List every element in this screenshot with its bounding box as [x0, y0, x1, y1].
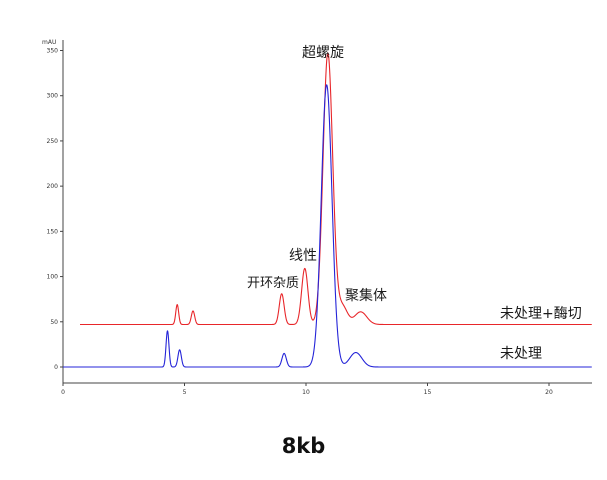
chart-traces [62, 52, 593, 368]
chromatogram-chart: mAU 0 50 100 150 200 250 300 350 0 5 10 15 20 超螺旋 线… [42, 39, 593, 396]
annotation-supercoiled: 超螺旋 [302, 45, 344, 61]
chart-axes: mAU [42, 39, 592, 384]
y-tick-label: 150 [47, 228, 59, 235]
y-tick-label: 250 [47, 138, 59, 145]
x-tick-label: 15 [424, 389, 432, 396]
y-tick-label: 350 [47, 48, 59, 55]
annotation-aggregate: 聚集体 [345, 287, 387, 304]
x-tick-label: 10 [302, 389, 310, 396]
x-tick-label: 20 [545, 389, 553, 396]
series-line-digested [79, 52, 593, 326]
y-tick-label: 100 [47, 274, 59, 281]
y-tick-label: 50 [50, 319, 58, 326]
legend-label-untreated: 未处理 [500, 346, 542, 362]
annotation-open-circle: 开环杂质 [247, 276, 299, 291]
annotation-linear: 线性 [289, 248, 317, 264]
figure-caption: 8kb [281, 434, 326, 458]
legend-label-digested: 未处理+酶切 [500, 306, 582, 322]
chart-annotations: 超螺旋 线性 开环杂质 聚集体 未处理+酶切 未处理 [247, 45, 582, 362]
series-line-untreated [62, 84, 593, 368]
y-tick-label: 0 [54, 364, 58, 371]
x-ticks: 0 5 10 15 20 [61, 383, 553, 396]
y-ticks: 0 50 100 150 200 250 300 350 [47, 48, 63, 371]
x-tick-label: 5 [183, 389, 187, 396]
y-axis-unit: mAU [42, 39, 56, 46]
y-tick-label: 200 [47, 183, 59, 190]
x-tick-label: 0 [61, 389, 65, 396]
y-tick-label: 300 [47, 93, 59, 100]
